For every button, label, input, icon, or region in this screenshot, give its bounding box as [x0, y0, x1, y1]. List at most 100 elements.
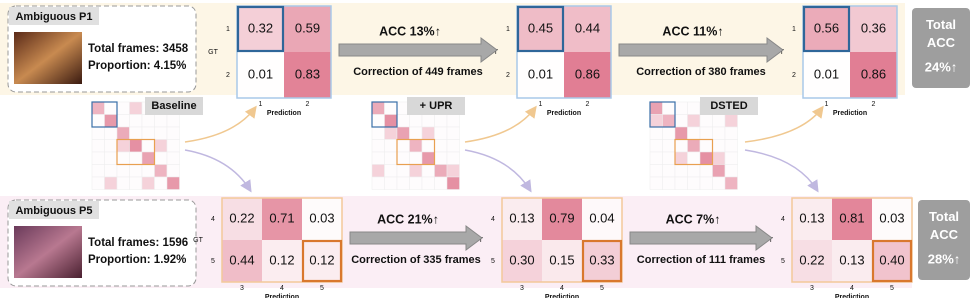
- small-cell: [699, 126, 713, 140]
- cell-value: 0.01: [814, 66, 839, 81]
- small-cell: [662, 164, 676, 178]
- matrix-cell: [803, 6, 850, 52]
- small-cell: [104, 139, 118, 153]
- cell-value: 0.86: [575, 66, 600, 81]
- small-cell: [712, 139, 726, 153]
- small-cell: [104, 164, 118, 178]
- matrix-cell: [284, 52, 331, 98]
- small-cell: [129, 164, 143, 178]
- matrix-cell: [542, 240, 582, 282]
- cell-value: 0.13: [799, 210, 824, 225]
- small-cell: [371, 139, 385, 153]
- small-cell: [409, 164, 423, 178]
- small-cell: [724, 151, 738, 165]
- small-cell: [116, 139, 130, 153]
- col-label: 3: [520, 285, 524, 292]
- small-cell: [384, 176, 398, 190]
- matrix-cell: [792, 198, 832, 240]
- matrix-cell: [284, 6, 331, 52]
- row-label: 1: [226, 26, 230, 33]
- total-frames: Total frames: 1596: [88, 237, 188, 249]
- col-label: 5: [320, 285, 324, 292]
- method-label: + UPR: [420, 100, 453, 112]
- small-cell: [687, 139, 701, 153]
- small-cell: [699, 139, 713, 153]
- matrix-cell: [832, 240, 872, 282]
- small-cell: [104, 126, 118, 140]
- step-arrow: [618, 37, 784, 63]
- acc-gain: ACC 13%↑: [379, 24, 441, 38]
- small-cell: [712, 126, 726, 140]
- correction: Correction of 335 frames: [351, 254, 481, 266]
- small-cell: [166, 139, 180, 153]
- small-cell: [409, 114, 423, 128]
- small-cell: [116, 176, 130, 190]
- total-label: Total ACC: [929, 209, 959, 242]
- small-cell: [371, 114, 385, 128]
- small-cell: [166, 114, 180, 128]
- small-cell: [141, 164, 155, 178]
- correction: Correction of 380 frames: [636, 66, 766, 78]
- acc-gain: ACC 11%↑: [662, 24, 723, 38]
- cell-value: 0.86: [861, 66, 886, 81]
- small-cell: [116, 151, 130, 165]
- matrix-cell: [302, 240, 342, 282]
- small-cell: [141, 176, 155, 190]
- small-cell: [434, 176, 448, 190]
- matrix-cell: [502, 240, 542, 282]
- matrix-highlight: [236, 5, 285, 53]
- arrow-up: [464, 105, 537, 143]
- matrix-cell: [564, 52, 611, 98]
- small-cell: [166, 151, 180, 165]
- small-cell: [116, 164, 130, 178]
- acc-gain: ACC 21%↑: [377, 212, 439, 226]
- small-cell: [104, 151, 118, 165]
- small-cell: [371, 151, 385, 165]
- small-cell: [154, 151, 168, 165]
- method-label: DSTED: [710, 100, 747, 112]
- small-cell: [166, 176, 180, 190]
- small-cell: [712, 176, 726, 190]
- matrix-cell: [564, 6, 611, 52]
- total-frames: Total frames: 3458: [88, 43, 189, 55]
- patient-title-bg: [9, 7, 99, 25]
- small-cell: [724, 164, 738, 178]
- arrow-up: [184, 105, 257, 143]
- method-label-bg: [145, 97, 203, 115]
- col-label: 5: [890, 285, 894, 292]
- small-cell: [434, 164, 448, 178]
- cell-value: 0.22: [229, 210, 254, 225]
- small-cell: [699, 114, 713, 128]
- small-cell: [649, 151, 663, 165]
- small-cell: [371, 126, 385, 140]
- cell-value: 0.81: [839, 210, 864, 225]
- row-label: 5: [491, 258, 495, 265]
- matrix-cell: [582, 198, 622, 240]
- small-cell: [384, 151, 398, 165]
- row-label: 1: [792, 26, 796, 33]
- method-label: Baseline: [151, 100, 196, 112]
- highlight: [649, 101, 676, 128]
- small-cell: [116, 114, 130, 128]
- small-cell: [166, 126, 180, 140]
- total-label-line: ACC: [927, 35, 956, 50]
- x-label: Prediction: [545, 294, 579, 298]
- col-label: 4: [280, 285, 284, 292]
- total-label: Total ACC: [926, 17, 956, 50]
- col-label: 1: [539, 101, 543, 108]
- cell-value: 0.04: [589, 210, 614, 225]
- col-label: 2: [872, 101, 876, 108]
- cell-value: 0.32: [248, 20, 273, 35]
- cell-value: 0.03: [309, 210, 334, 225]
- step-arrow: [338, 37, 498, 63]
- small-cell: [699, 176, 713, 190]
- small-cell: [699, 164, 713, 178]
- cell-value: 0.44: [575, 20, 600, 35]
- small-cell: [446, 164, 460, 178]
- matrix-cell: [222, 198, 262, 240]
- small-cell: [446, 139, 460, 153]
- small-cell: [724, 126, 738, 140]
- small-cell: [396, 126, 410, 140]
- arrow-down: [744, 149, 819, 193]
- small-cell: [674, 114, 688, 128]
